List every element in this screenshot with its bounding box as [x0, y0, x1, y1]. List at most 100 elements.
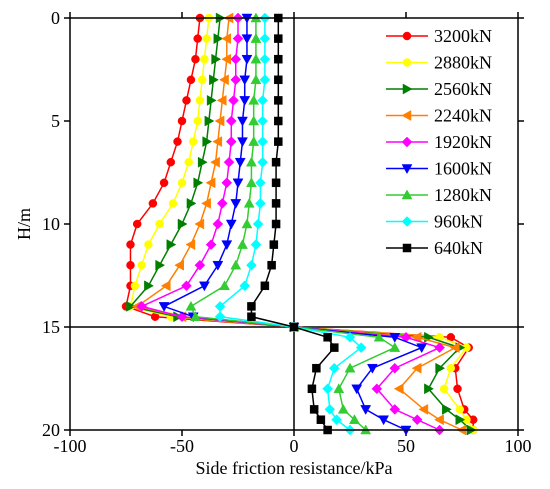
marker [250, 53, 262, 64]
marker [174, 259, 185, 271]
series-line [219, 18, 363, 431]
marker [322, 383, 333, 395]
marker [214, 115, 225, 127]
marker [434, 342, 445, 353]
marker [309, 405, 319, 414]
marker [371, 383, 383, 395]
series [158, 13, 428, 436]
marker [137, 260, 146, 270]
marker [274, 75, 283, 85]
y-tick-label: 10 [42, 214, 60, 234]
marker [168, 199, 178, 208]
marker [230, 259, 242, 270]
marker [455, 405, 465, 414]
legend-marker [401, 164, 413, 175]
marker [201, 197, 211, 209]
marker [177, 218, 188, 230]
marker [181, 280, 192, 292]
marker [250, 239, 262, 250]
marker [271, 178, 281, 188]
legend-marker [402, 58, 412, 67]
marker [349, 414, 360, 424]
x-tick-label: 100 [505, 436, 532, 456]
marker [185, 300, 197, 311]
marker [366, 363, 378, 374]
marker [212, 136, 223, 148]
legend-marker [402, 31, 412, 41]
marker [344, 362, 356, 373]
marker [130, 281, 140, 291]
marker [455, 414, 466, 426]
marker [234, 157, 246, 168]
marker [237, 137, 248, 148]
marker [223, 156, 235, 168]
marker [166, 157, 176, 167]
marker [355, 342, 367, 353]
marker [159, 178, 169, 188]
marker [274, 34, 283, 43]
marker [250, 74, 262, 85]
marker [418, 403, 429, 415]
marker [132, 219, 142, 229]
legend-marker [401, 189, 413, 200]
legend-label: 2880kN [434, 53, 492, 73]
legend-label: 640kN [434, 238, 483, 258]
marker [246, 177, 257, 188]
marker [200, 54, 209, 64]
marker [194, 218, 205, 230]
marker [241, 34, 253, 45]
series [214, 12, 367, 436]
marker [274, 54, 283, 64]
marker [194, 259, 206, 271]
marker [155, 219, 164, 229]
legend-marker [401, 216, 413, 227]
marker [255, 177, 266, 189]
marker [219, 74, 229, 86]
marker [243, 197, 255, 208]
marker [173, 137, 182, 146]
marker [221, 177, 233, 189]
marker [237, 239, 248, 249]
marker [274, 137, 283, 146]
marker [205, 239, 217, 250]
marker [195, 96, 205, 105]
marker [274, 116, 283, 126]
legend-label: 1600kN [434, 159, 492, 179]
marker [230, 74, 242, 86]
marker [259, 33, 271, 44]
marker [213, 33, 224, 45]
marker [155, 259, 166, 271]
y-tick-label: 5 [51, 111, 60, 131]
marker [389, 342, 401, 352]
marker [411, 414, 423, 426]
marker [202, 136, 213, 148]
y-tick-label: 0 [51, 8, 60, 28]
marker [202, 34, 211, 43]
marker [316, 415, 326, 424]
marker [360, 405, 372, 415]
marker [206, 94, 217, 106]
marker [257, 156, 268, 168]
marker [323, 333, 332, 342]
marker [267, 260, 276, 270]
marker [248, 136, 260, 146]
marker [257, 95, 268, 106]
marker [197, 75, 207, 85]
marker [248, 115, 260, 126]
marker [232, 178, 244, 189]
series [247, 13, 339, 435]
marker [257, 115, 268, 127]
marker [230, 199, 242, 209]
marker [185, 239, 196, 251]
marker [126, 260, 135, 270]
marker [453, 384, 462, 394]
marker [219, 280, 230, 291]
marker [144, 240, 153, 249]
marker [209, 74, 219, 86]
marker [241, 218, 253, 229]
marker [307, 384, 317, 394]
legend-label: 2240kN [434, 106, 492, 126]
marker [221, 240, 233, 251]
marker [389, 404, 401, 415]
